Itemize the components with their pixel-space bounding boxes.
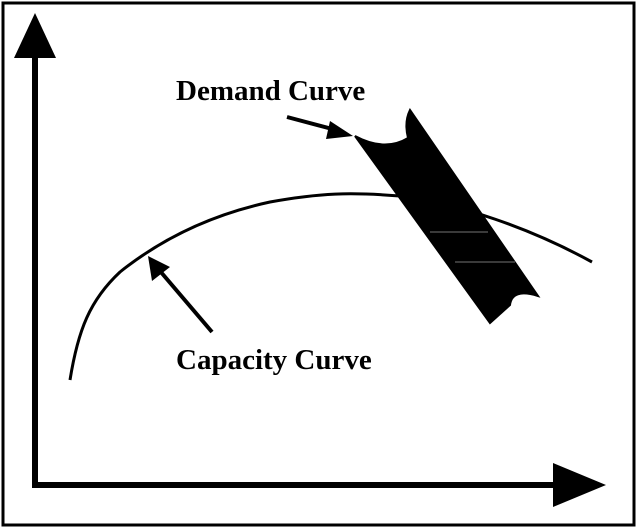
demand-curve-label: Demand Curve [176,75,365,107]
capacity-curve-label: Capacity Curve [176,344,372,376]
capacity-pointer [148,256,214,334]
demand-curve-band [354,108,541,325]
arrow-right-icon [553,463,606,507]
x-axis [32,463,606,507]
demand-pointer-shaft [286,115,337,132]
pointer-arrow-icon [326,121,353,139]
y-axis [14,13,56,487]
pointer-arrow-icon [148,256,170,281]
capacity-pointer-shaft [158,269,214,334]
demand-pointer [286,115,353,139]
arrow-up-icon [14,13,56,58]
